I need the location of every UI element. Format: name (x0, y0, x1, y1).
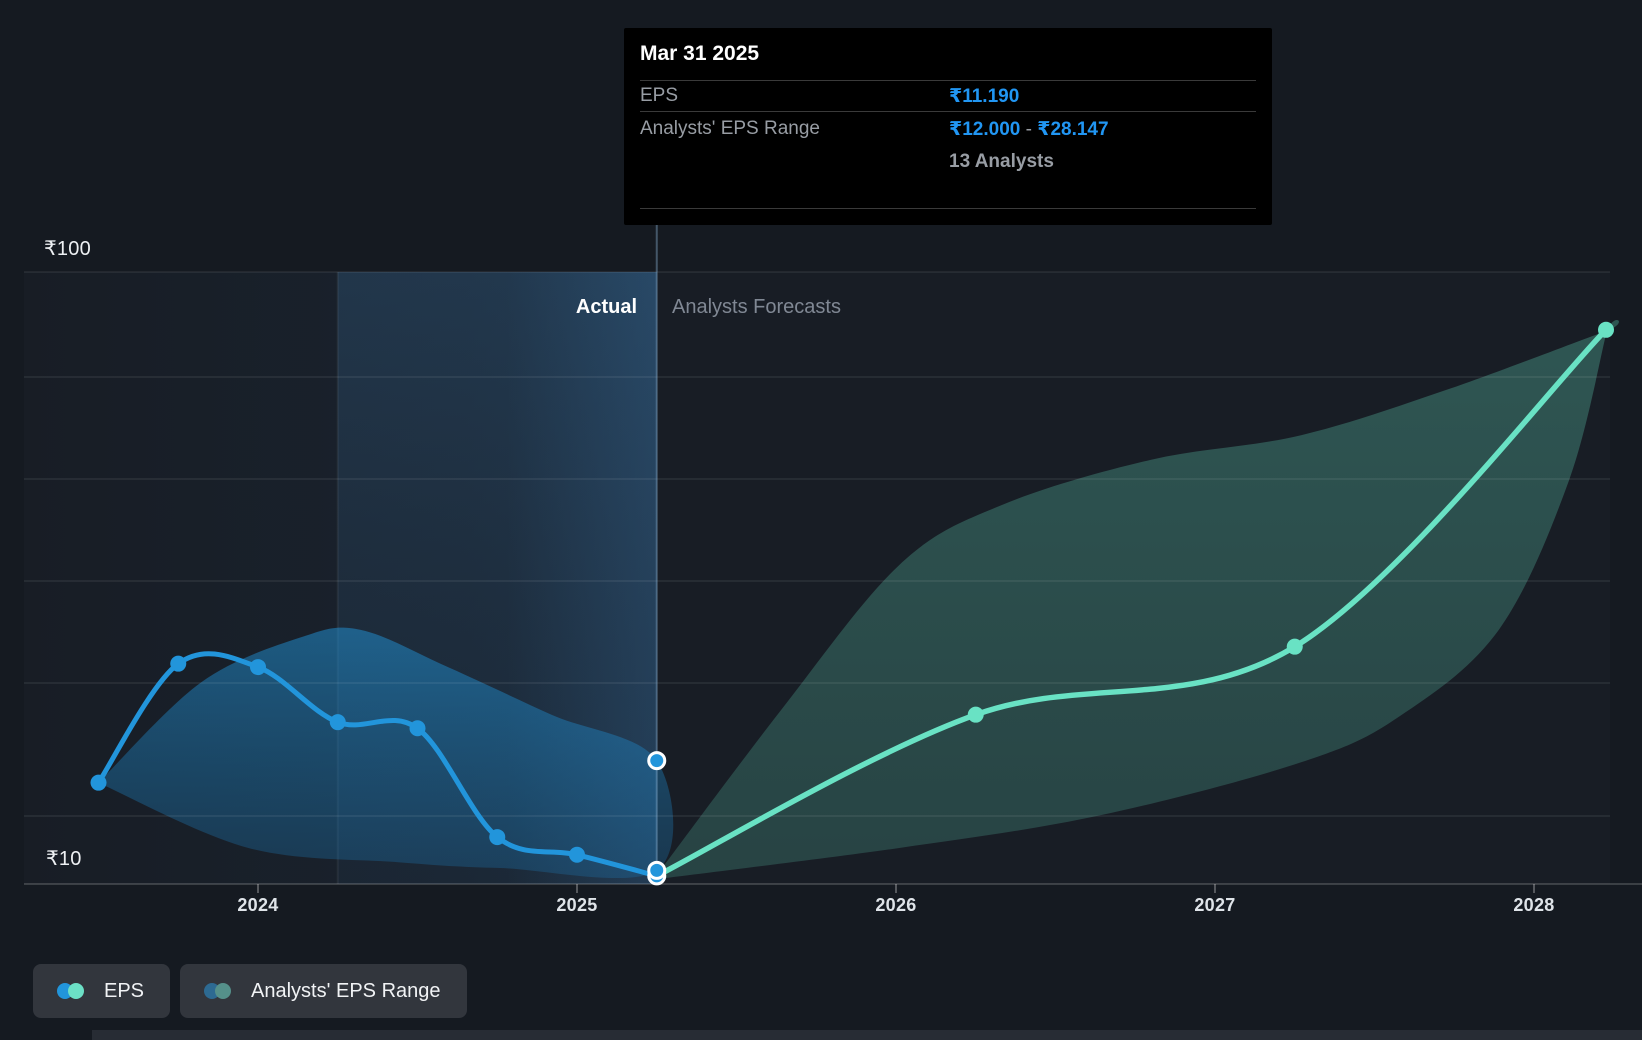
x-axis-label-2028: 2028 (1513, 895, 1555, 915)
forecast-point-0[interactable] (967, 706, 984, 723)
range-legend-icon (204, 983, 232, 999)
legend-range-label: Analysts' EPS Range (251, 979, 441, 1002)
actual-phase-label: Actual (575, 296, 637, 318)
tooltip-spacer (640, 178, 1256, 208)
forecast-point-2[interactable] (1598, 321, 1614, 338)
tooltip-analysts-count: 13 Analysts (949, 151, 1054, 172)
x-axis-label-2024: 2024 (237, 895, 279, 915)
chart-legend: EPS Analysts' EPS Range (33, 964, 467, 1018)
actual-point-0[interactable] (90, 774, 107, 791)
tooltip-analysts-row: 13 Analysts (640, 146, 1256, 178)
tooltip-divider (640, 208, 1256, 209)
actual-point-6[interactable] (569, 846, 585, 863)
actual-point-4[interactable] (409, 720, 426, 737)
tooltip-eps-row: EPS ₹11.190 (640, 81, 1256, 111)
tooltip-eps-value: ₹11.190 (949, 85, 1020, 107)
actual-eps-band (98, 627, 674, 879)
tooltip-range-separator: - (1020, 118, 1038, 140)
eps-legend-icon (57, 983, 84, 999)
tooltip-range-min: ₹12.000 (949, 118, 1021, 140)
actual-point-5[interactable] (489, 829, 506, 846)
legend-eps-label: EPS (104, 979, 145, 1002)
tooltip-range-value: ₹12.000 - ₹28.147 (949, 118, 1109, 141)
forecast-phase-label: Analysts Forecasts (672, 296, 841, 318)
actual-point-2[interactable] (250, 659, 266, 676)
tooltip-date: Mar 31 2025 (640, 42, 760, 65)
y-axis-label-10: ₹10 (46, 848, 82, 870)
tooltip-eps-label: EPS (640, 85, 679, 106)
highlighted-range-max-point[interactable] (647, 751, 667, 771)
x-axis-label-2025: 2025 (556, 895, 598, 915)
actual-point-1[interactable] (170, 655, 187, 672)
tooltip-range-label: Analysts' EPS Range (640, 118, 820, 139)
chart-tooltip: Mar 31 2025 EPS ₹11.190 Analysts' EPS Ra… (624, 28, 1272, 225)
tooltip-range-row: Analysts' EPS Range ₹12.000 - ₹28.147 (640, 112, 1256, 146)
highlighted-range-min-point[interactable] (647, 860, 667, 880)
actual-point-3[interactable] (329, 714, 346, 731)
legend-chip-eps[interactable]: EPS (33, 964, 171, 1018)
gridlines (24, 271, 1642, 893)
series-markers (90, 321, 1614, 886)
tooltip-divider (640, 111, 1256, 112)
tooltip-divider (640, 80, 1256, 81)
forecast-point-1[interactable] (1286, 638, 1303, 655)
analysts-eps-range-band (656, 319, 1619, 880)
y-axis-label-100: ₹100 (44, 238, 91, 260)
tooltip-range-max: ₹28.147 (1037, 118, 1109, 140)
x-axis-label-2027: 2027 (1194, 895, 1236, 915)
bottom-scrollbar[interactable] (92, 1030, 1642, 1040)
forecast-eps-line (654, 327, 1609, 879)
x-axis-label-2026: 2026 (875, 895, 917, 915)
legend-chip-analysts-eps-range[interactable]: Analysts' EPS Range (180, 964, 467, 1018)
range-bands (98, 319, 1619, 880)
